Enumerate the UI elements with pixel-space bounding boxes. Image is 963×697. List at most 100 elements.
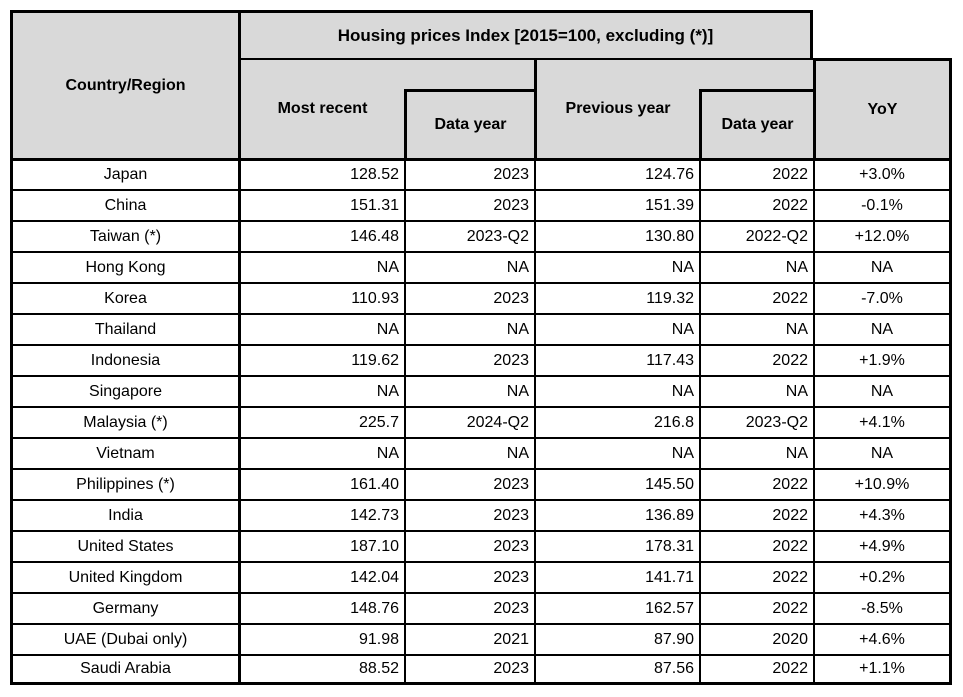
previous-year-cell: 145.50 (534, 468, 699, 499)
most-recent-cell: 148.76 (238, 592, 404, 623)
country-cell: Vietnam (10, 437, 238, 468)
data-year-2-cell: 2022 (699, 561, 813, 592)
yoy-cell: NA (813, 437, 952, 468)
data-year-2-cell: NA (699, 375, 813, 406)
country-cell: Germany (10, 592, 238, 623)
country-cell: UAE (Dubai only) (10, 623, 238, 654)
header-top-right-spacer (813, 10, 952, 58)
country-cell: Singapore (10, 375, 238, 406)
previous-year-cell: NA (534, 251, 699, 282)
yoy-cell: +4.9% (813, 530, 952, 561)
yoy-cell: +3.0% (813, 158, 952, 189)
data-year-1-cell: 2023 (404, 158, 534, 189)
country-cell: Malaysia (*) (10, 406, 238, 437)
previous-year-cell: 216.8 (534, 406, 699, 437)
data-year-1-cell: 2023 (404, 468, 534, 499)
previous-year-cell: 117.43 (534, 344, 699, 375)
data-year-1-cell: 2023 (404, 344, 534, 375)
yoy-cell: +4.6% (813, 623, 952, 654)
yoy-cell: +4.1% (813, 406, 952, 437)
data-year-1-cell: NA (404, 251, 534, 282)
most-recent-cell: 142.04 (238, 561, 404, 592)
country-cell: United Kingdom (10, 561, 238, 592)
previous-year-header: Previous year (534, 58, 699, 158)
most-recent-cell: 187.10 (238, 530, 404, 561)
data-year-1-cell: 2023-Q2 (404, 220, 534, 251)
data-year-1-cell: NA (404, 437, 534, 468)
data-year-1-cell: 2021 (404, 623, 534, 654)
most-recent-cell: 110.93 (238, 282, 404, 313)
country-cell: Philippines (*) (10, 468, 238, 499)
country-cell: Saudi Arabia (10, 654, 238, 685)
yoy-cell: +4.3% (813, 499, 952, 530)
most-recent-cell: 151.31 (238, 189, 404, 220)
country-cell: China (10, 189, 238, 220)
most-recent-cell: NA (238, 375, 404, 406)
yoy-cell: -7.0% (813, 282, 952, 313)
previous-year-cell: NA (534, 313, 699, 344)
yoy-cell: +10.9% (813, 468, 952, 499)
previous-year-cell: 162.57 (534, 592, 699, 623)
previous-year-cell: NA (534, 375, 699, 406)
yoy-cell: NA (813, 313, 952, 344)
previous-year-cell: 130.80 (534, 220, 699, 251)
previous-year-cell: 87.90 (534, 623, 699, 654)
most-recent-cell: NA (238, 251, 404, 282)
country-cell: Japan (10, 158, 238, 189)
country-cell: Indonesia (10, 344, 238, 375)
housing-prices-table: Country/Region Housing prices Index [201… (10, 10, 952, 685)
previous-year-cell: 87.56 (534, 654, 699, 685)
most-recent-cell: 161.40 (238, 468, 404, 499)
data-year-2-cell: NA (699, 437, 813, 468)
data-year-1-cell: 2023 (404, 189, 534, 220)
data-year-2-cell: NA (699, 313, 813, 344)
data-year-1-cell: 2023 (404, 561, 534, 592)
previous-year-cell: NA (534, 437, 699, 468)
yoy-cell: +12.0% (813, 220, 952, 251)
group-header: Housing prices Index [2015=100, excludin… (238, 10, 813, 58)
yoy-header: YoY (813, 58, 952, 158)
data-year-2-cell: 2022 (699, 468, 813, 499)
country-cell: Korea (10, 282, 238, 313)
country-cell: India (10, 499, 238, 530)
previous-year-cell: 178.31 (534, 530, 699, 561)
yoy-cell: NA (813, 251, 952, 282)
country-cell: Taiwan (*) (10, 220, 238, 251)
yoy-cell: -0.1% (813, 189, 952, 220)
data-year-1-cell: 2024-Q2 (404, 406, 534, 437)
country-cell: Thailand (10, 313, 238, 344)
data-year-1-header: Data year (404, 89, 534, 158)
data-year-1-header-spacer (404, 58, 534, 89)
most-recent-cell: 146.48 (238, 220, 404, 251)
data-year-1-cell: NA (404, 375, 534, 406)
most-recent-cell: NA (238, 313, 404, 344)
data-year-1-cell: NA (404, 313, 534, 344)
data-year-1-cell: 2023 (404, 282, 534, 313)
country-region-header: Country/Region (10, 10, 238, 158)
most-recent-cell: 142.73 (238, 499, 404, 530)
data-year-2-header-spacer (699, 58, 813, 89)
data-year-1-cell: 2023 (404, 654, 534, 685)
data-year-1-cell: 2023 (404, 530, 534, 561)
data-year-2-cell: 2022 (699, 530, 813, 561)
yoy-cell: +0.2% (813, 561, 952, 592)
most-recent-header: Most recent (238, 58, 404, 158)
previous-year-cell: 124.76 (534, 158, 699, 189)
previous-year-cell: 151.39 (534, 189, 699, 220)
most-recent-cell: 225.7 (238, 406, 404, 437)
yoy-cell: NA (813, 375, 952, 406)
most-recent-cell: 88.52 (238, 654, 404, 685)
previous-year-cell: 136.89 (534, 499, 699, 530)
data-year-2-cell: 2022 (699, 344, 813, 375)
data-year-2-cell: NA (699, 251, 813, 282)
country-cell: Hong Kong (10, 251, 238, 282)
data-year-2-cell: 2023-Q2 (699, 406, 813, 437)
yoy-cell: -8.5% (813, 592, 952, 623)
previous-year-cell: 141.71 (534, 561, 699, 592)
most-recent-cell: NA (238, 437, 404, 468)
previous-year-cell: 119.32 (534, 282, 699, 313)
data-year-2-cell: 2022 (699, 592, 813, 623)
most-recent-cell: 128.52 (238, 158, 404, 189)
data-year-2-cell: 2022 (699, 282, 813, 313)
most-recent-cell: 119.62 (238, 344, 404, 375)
